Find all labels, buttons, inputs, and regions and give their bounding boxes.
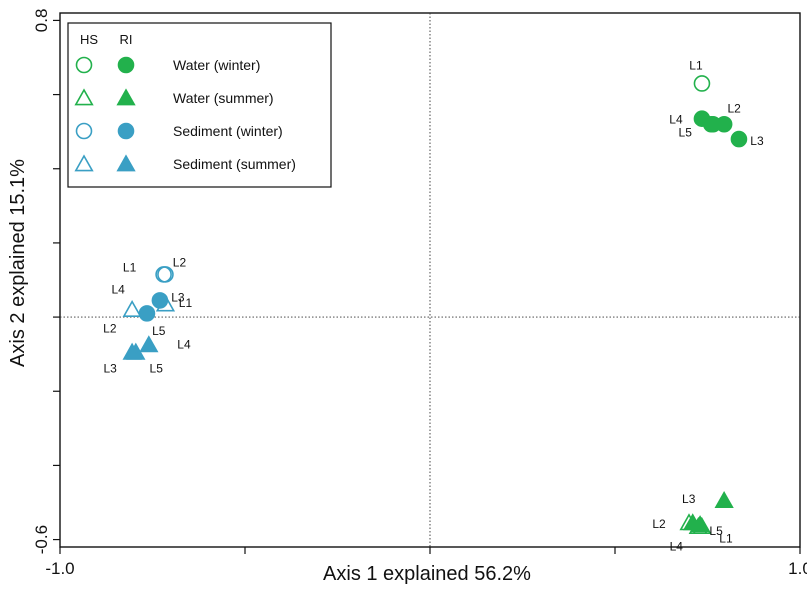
point-label: L1 [719,532,733,546]
point-label: L2 [652,517,666,531]
data-point [138,305,156,322]
y-tick-label: 0.8 [32,9,51,33]
legend-marker-ri [117,56,135,74]
legend-label: Water (summer) [173,90,274,106]
point-label: L5 [679,125,693,139]
point-label: L3 [682,492,696,506]
data-point [702,115,720,133]
legend-label: Sediment (winter) [173,123,283,139]
point-label: L4 [177,338,191,352]
data-point [122,342,142,360]
point-label: L5 [709,524,723,538]
point-label: L2 [173,255,187,269]
data-point [139,335,159,353]
legend-label: Sediment (summer) [173,156,296,172]
point-label: L5 [150,362,164,376]
legend-marker-ri [117,122,135,140]
point-label: L1 [123,260,137,274]
x-axis-label: Axis 1 explained 56.2% [323,563,531,584]
point-label: L4 [670,540,684,554]
legend-marker-hs [75,56,93,74]
data-point [122,299,142,318]
point-label: L1 [689,58,703,72]
legend-marker-ri [116,88,136,106]
data-point [690,515,710,533]
point-label: L5 [152,324,166,338]
legend-header-hs: HS [80,32,98,47]
point-label: L4 [669,113,683,127]
data-point [155,294,176,312]
legend-marker-hs [75,122,93,140]
point-label: L3 [171,290,185,304]
data-point [730,130,748,148]
point-label: L4 [111,283,125,297]
legend-marker-hs [74,88,94,106]
x-tick-label: -1.0 [45,559,74,578]
x-tick-label: 1.0 [788,559,807,578]
data-point [714,490,734,509]
point-label: L2 [103,321,117,335]
y-tick-label: -0.6 [32,525,51,554]
legend-marker-ri [116,154,136,172]
data-point [693,75,711,92]
point-label: L2 [727,101,741,115]
legend-box [67,22,332,188]
point-label: L3 [750,134,764,148]
y-axis-label: Axis 2 explained 15.1% [7,159,29,367]
point-label: L1 [179,296,193,310]
data-point [157,266,174,283]
point-label: L3 [103,361,117,375]
legend-label: Water (winter) [173,57,260,73]
legend-header-ri: RI [120,32,133,47]
legend-marker-hs [74,154,94,172]
